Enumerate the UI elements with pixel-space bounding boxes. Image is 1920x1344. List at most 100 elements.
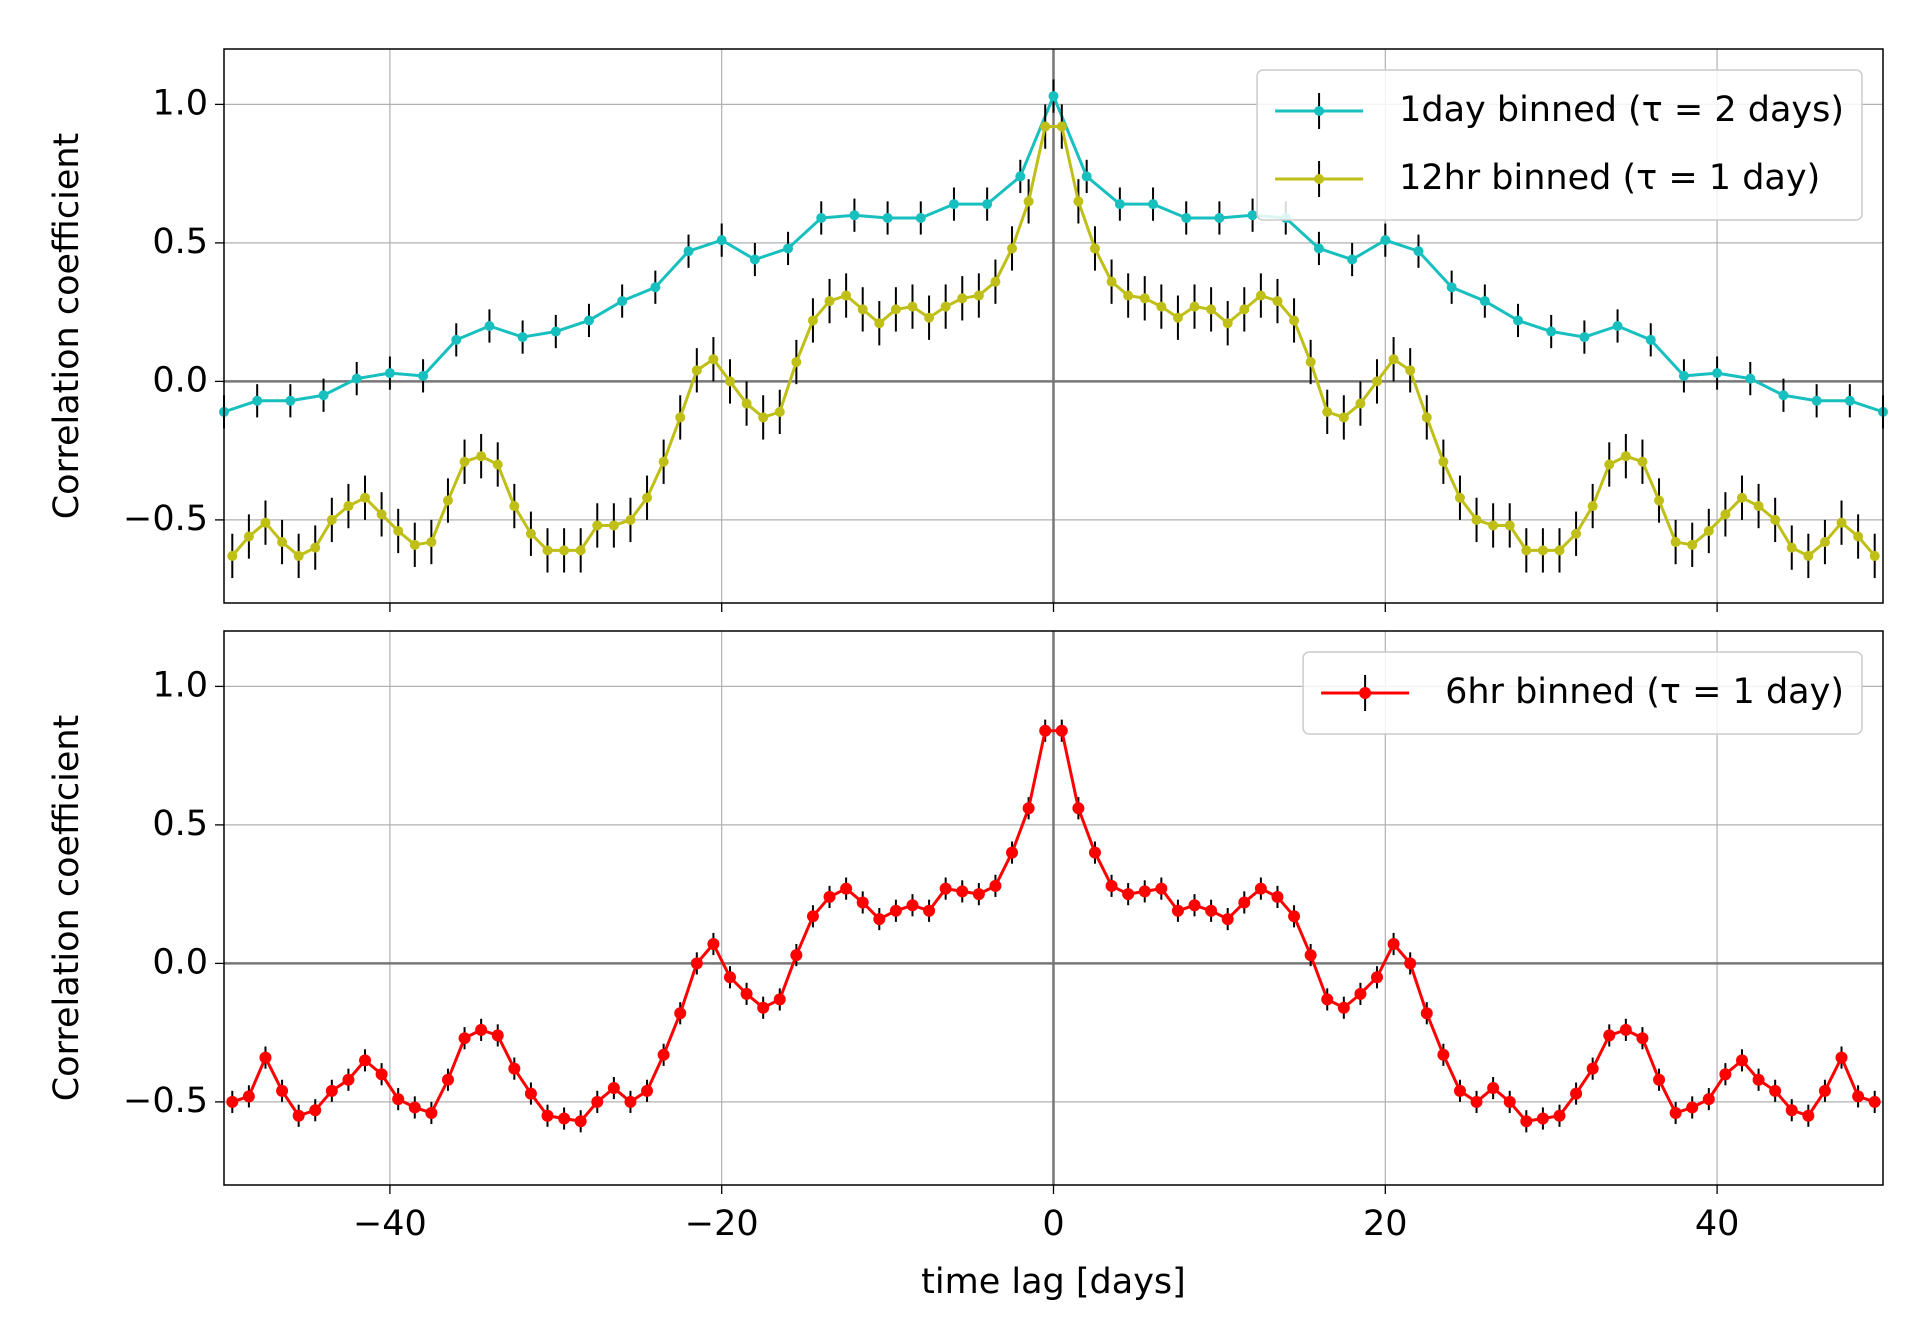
marker: [1081, 171, 1092, 182]
marker: [1703, 525, 1714, 536]
y-tick-label: 0.0: [152, 942, 208, 982]
marker: [741, 398, 752, 409]
marker: [1471, 514, 1482, 525]
marker: [442, 495, 453, 506]
y-tick-label: 0.5: [152, 804, 208, 844]
marker: [541, 1109, 554, 1122]
marker: [1387, 938, 1400, 951]
marker: [1687, 539, 1698, 550]
marker: [491, 1029, 504, 1042]
marker: [259, 1051, 272, 1064]
series-line: [231, 125, 1876, 558]
marker: [617, 296, 628, 307]
marker: [1653, 1073, 1666, 1086]
marker: [1546, 326, 1557, 337]
marker: [1022, 802, 1035, 815]
marker: [856, 896, 869, 909]
marker: [1753, 501, 1764, 512]
marker: [1620, 451, 1631, 462]
marker: [226, 1095, 239, 1108]
marker: [882, 212, 893, 223]
marker: [351, 373, 362, 384]
marker: [524, 1087, 537, 1100]
marker: [823, 890, 836, 903]
marker: [1048, 91, 1059, 102]
marker: [1222, 318, 1233, 329]
marker: [608, 520, 619, 531]
marker: [1454, 492, 1465, 503]
marker: [1156, 301, 1167, 312]
marker: [1337, 1001, 1350, 1014]
y-tick-label: 0.5: [152, 222, 208, 262]
marker: [550, 326, 561, 337]
marker: [708, 354, 719, 365]
marker: [857, 304, 868, 315]
marker: [625, 514, 636, 525]
marker: [1056, 121, 1067, 132]
marker: [441, 1073, 454, 1086]
legend-label: 1day binned (τ = 2 days): [1399, 90, 1844, 130]
marker: [1487, 1082, 1500, 1095]
marker: [1148, 199, 1159, 210]
marker: [1437, 1048, 1450, 1061]
marker: [425, 1106, 438, 1119]
marker: [1239, 304, 1250, 315]
marker: [343, 501, 354, 512]
marker: [773, 993, 786, 1006]
marker: [957, 293, 968, 304]
marker: [1254, 882, 1267, 895]
marker: [1770, 514, 1781, 525]
marker: [774, 406, 785, 417]
marker: [292, 1109, 305, 1122]
marker: [517, 332, 528, 343]
marker: [227, 550, 238, 561]
legend-label: 12hr binned (τ = 1 day): [1399, 158, 1820, 198]
marker: [757, 1001, 770, 1014]
marker: [1603, 1029, 1616, 1042]
marker: [956, 885, 969, 898]
marker: [1221, 913, 1234, 926]
marker: [783, 243, 794, 254]
legend: 6hr binned (τ = 1 day): [1302, 651, 1863, 735]
x-tick-label: 40: [1695, 1204, 1740, 1244]
legend: 1day binned (τ = 2 days) 12hr binned (τ =…: [1256, 69, 1863, 221]
marker: [1138, 885, 1151, 898]
marker: [1521, 545, 1532, 556]
marker: [318, 390, 329, 401]
legend-handle: [1314, 174, 1325, 184]
marker: [1571, 528, 1582, 539]
marker: [1288, 910, 1301, 923]
marker: [1072, 802, 1085, 815]
marker: [285, 395, 296, 406]
series-line: [231, 729, 1876, 1123]
marker: [1271, 890, 1284, 903]
marker: [1105, 879, 1118, 892]
marker: [1604, 459, 1615, 470]
marker: [973, 290, 984, 301]
marker: [1338, 412, 1349, 423]
marker: [1155, 882, 1168, 895]
marker: [1255, 290, 1266, 301]
marker: [1371, 971, 1384, 984]
marker: [293, 550, 304, 561]
marker: [1570, 1087, 1583, 1100]
marker: [309, 1104, 322, 1117]
marker: [542, 545, 553, 556]
y-axis-label: Correlation coefficient: [47, 133, 87, 520]
marker: [1007, 243, 1018, 254]
marker: [1513, 315, 1524, 326]
marker: [1778, 390, 1789, 401]
marker: [1736, 492, 1747, 503]
marker: [707, 938, 720, 951]
marker: [1453, 1084, 1466, 1097]
marker: [1752, 1073, 1765, 1086]
marker: [1181, 212, 1192, 223]
marker: [923, 904, 936, 917]
marker: [874, 318, 885, 329]
marker: [325, 1084, 338, 1097]
marker: [1405, 365, 1416, 376]
marker: [1811, 395, 1822, 406]
marker: [1015, 171, 1026, 182]
marker: [849, 210, 860, 221]
marker: [1852, 1090, 1865, 1103]
